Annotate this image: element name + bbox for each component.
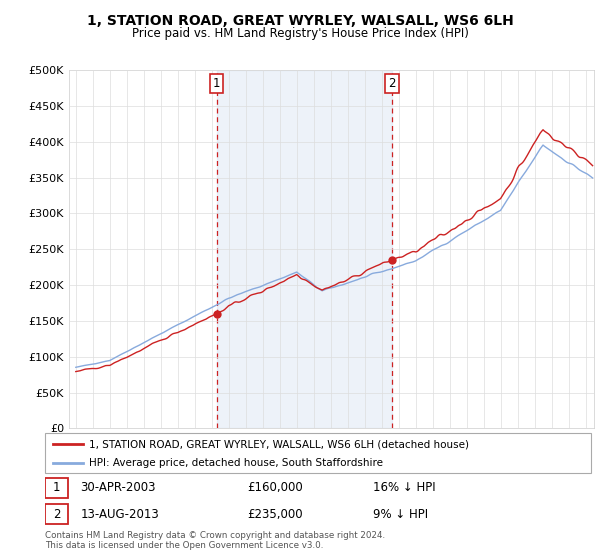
Text: 2: 2 — [53, 508, 60, 521]
Text: £160,000: £160,000 — [247, 481, 303, 494]
Text: 1, STATION ROAD, GREAT WYRLEY, WALSALL, WS6 6LH: 1, STATION ROAD, GREAT WYRLEY, WALSALL, … — [86, 14, 514, 28]
Text: 30-APR-2003: 30-APR-2003 — [80, 481, 156, 494]
Text: Price paid vs. HM Land Registry's House Price Index (HPI): Price paid vs. HM Land Registry's House … — [131, 27, 469, 40]
FancyBboxPatch shape — [45, 504, 68, 524]
Text: 13-AUG-2013: 13-AUG-2013 — [80, 508, 159, 521]
Text: 16% ↓ HPI: 16% ↓ HPI — [373, 481, 435, 494]
Text: HPI: Average price, detached house, South Staffordshire: HPI: Average price, detached house, Sout… — [89, 458, 383, 468]
Bar — [217, 70, 392, 428]
Text: 2: 2 — [388, 77, 396, 90]
FancyBboxPatch shape — [45, 478, 68, 498]
Text: 1, STATION ROAD, GREAT WYRLEY, WALSALL, WS6 6LH (detached house): 1, STATION ROAD, GREAT WYRLEY, WALSALL, … — [89, 439, 469, 449]
Text: Contains HM Land Registry data © Crown copyright and database right 2024.
This d: Contains HM Land Registry data © Crown c… — [45, 531, 385, 550]
Text: 9% ↓ HPI: 9% ↓ HPI — [373, 508, 428, 521]
Text: £235,000: £235,000 — [247, 508, 302, 521]
Text: 1: 1 — [213, 77, 220, 90]
Text: 1: 1 — [53, 481, 60, 494]
FancyBboxPatch shape — [45, 433, 591, 473]
